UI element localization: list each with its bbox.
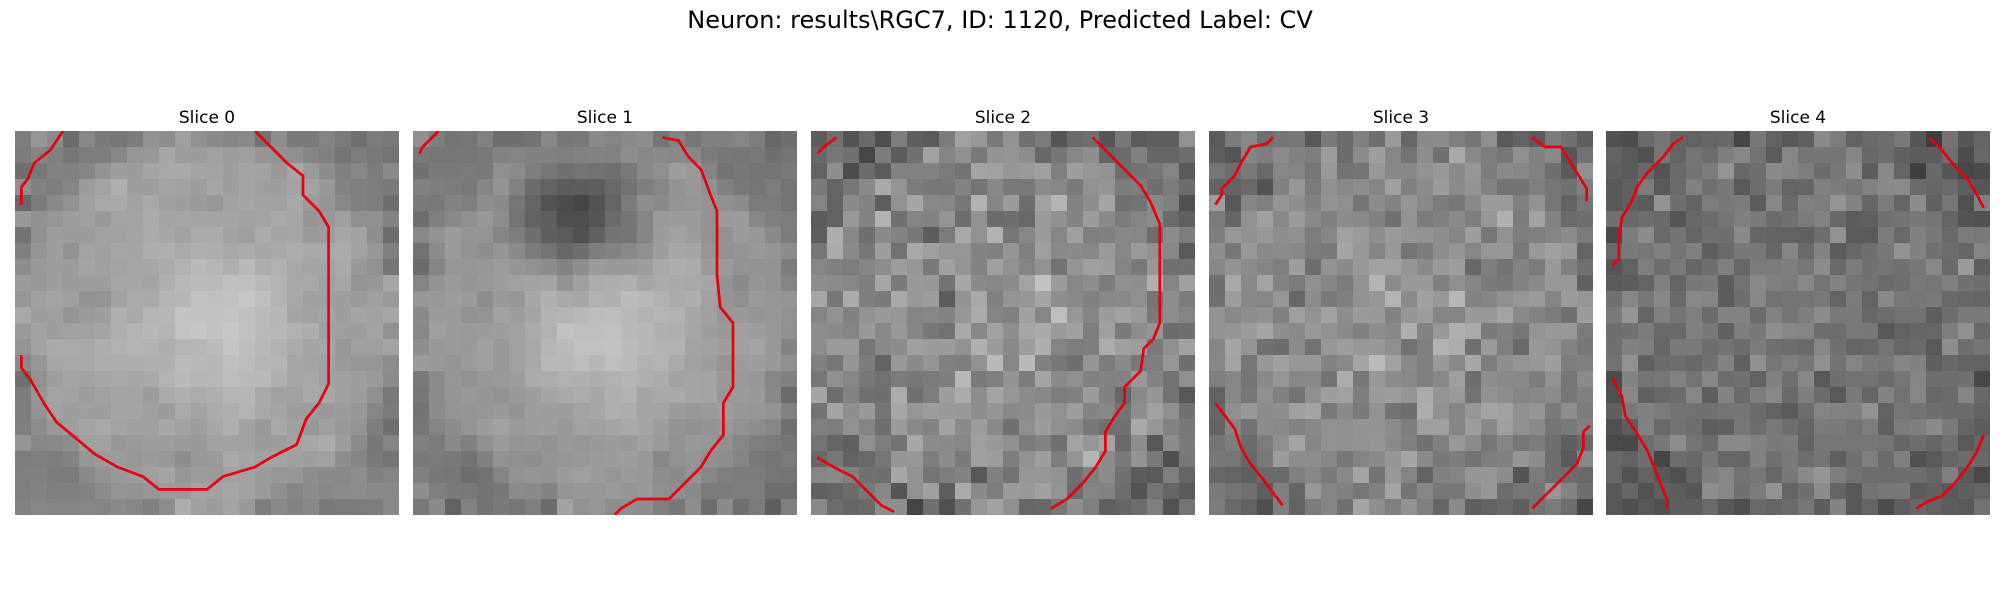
slice-image-1 [413, 131, 797, 515]
slice-panel-4: Slice 4 [1606, 105, 1990, 515]
pixel-grid [811, 131, 1195, 515]
slice-title-4: Slice 4 [1769, 108, 1827, 128]
contour-line [1214, 136, 1591, 510]
slice-image-4 [1606, 131, 1990, 515]
contour-line [816, 136, 1162, 514]
slice-panel-3: Slice 3 [1209, 105, 1593, 515]
slice-title-0: Slice 0 [178, 108, 236, 128]
pixel-grid [1209, 131, 1593, 515]
pixel-grid [413, 131, 797, 515]
figure-title: Neuron: results\RGC7, ID: 1120, Predicte… [687, 6, 1313, 34]
slice-title-3: Slice 3 [1372, 108, 1430, 128]
slice-title-1: Slice 1 [576, 108, 634, 128]
contour-line [418, 131, 735, 515]
slice-panel-1: Slice 1 [413, 105, 797, 515]
slice-panel-2: Slice 2 [811, 105, 1195, 515]
slice-image-2 [811, 131, 1195, 515]
slice-image-0 [15, 131, 399, 515]
contour-line [1611, 136, 1985, 510]
pixel-grid [1606, 131, 1990, 515]
slice-image-3 [1209, 131, 1593, 515]
slice-panel-0: Slice 0 [15, 105, 399, 515]
slice-title-2: Slice 2 [974, 108, 1032, 128]
pixel-grid [15, 131, 399, 515]
contour-line [20, 131, 330, 491]
